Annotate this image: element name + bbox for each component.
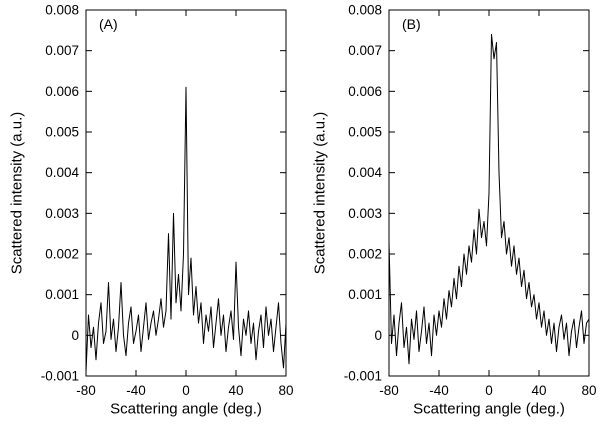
plot-b-svg: -80 -40 0 40 80 -0.001 0 0.001 0.002 0.003 0.004 0.…: [344, 3, 597, 399]
panel-label-a: (A): [99, 16, 118, 32]
y-tick-label: 0.005: [348, 125, 382, 140]
x-tick-label: 80: [278, 383, 293, 398]
y-tick-label: 0.005: [45, 125, 79, 140]
y-tick-label: 0.008: [45, 3, 79, 18]
x-tick-label: -80: [379, 383, 399, 398]
x-tick-label: 40: [531, 383, 546, 398]
x-tick-label: -40: [126, 383, 146, 398]
panel-label-b: (B): [402, 16, 421, 32]
x-tick-label: 40: [228, 383, 243, 398]
plot-border: [85, 9, 287, 377]
x-tick-label: 0: [485, 383, 493, 398]
y-tick-label: -0.001: [41, 369, 79, 384]
y-tick-label: 0.001: [45, 287, 79, 302]
y-axis-label-b: Scattered intensity (a.u.): [311, 111, 329, 275]
x-tick-label: 0: [182, 383, 190, 398]
y-tick-label: 0.007: [348, 43, 382, 58]
y-tick-label: 0.003: [45, 206, 79, 221]
y-tick-label: 0: [71, 328, 79, 343]
data-line: [85, 86, 287, 372]
y-tick-label: 0.002: [348, 247, 382, 262]
y-tick-label: 0.004: [45, 165, 79, 180]
y-tick-label: 0.007: [45, 43, 79, 58]
y-tick-label: 0.003: [348, 206, 382, 221]
plot-border: [388, 9, 590, 377]
x-tick-label: -40: [429, 383, 449, 398]
y-axis-label-a: Scattered intensity (a.u.): [8, 111, 26, 275]
data-line: [388, 33, 590, 365]
y-tick-label: 0.006: [348, 84, 382, 99]
y-tick-label: 0.001: [348, 287, 382, 302]
x-axis-label-a: Scattering angle (deg.): [110, 400, 262, 418]
y-tick-label: 0.006: [45, 84, 79, 99]
y-tick-label: -0.001: [344, 369, 382, 384]
chart-panel-b: -80 -40 0 40 80 -0.001 0 0.001 0.002 0.003 0.004 0.…: [303, 0, 605, 429]
y-tick-label: 0: [374, 328, 382, 343]
y-tick-label: 0.008: [348, 3, 382, 18]
y-tick-label: 0.002: [45, 247, 79, 262]
x-tick-label: 80: [581, 383, 596, 398]
x-axis-label-b: Scattering angle (deg.): [413, 400, 565, 418]
x-tick-label: -80: [76, 383, 96, 398]
plot-a-svg: -80 -40 0 40 80 -0.001 0 0.001 0.002 0.003 0.004 0.…: [41, 3, 294, 399]
chart-panel-a: -80 -40 0 40 80 -0.001 0 0.001 0.002 0.003 0.004 0.…: [0, 0, 302, 429]
y-tick-label: 0.004: [348, 165, 382, 180]
